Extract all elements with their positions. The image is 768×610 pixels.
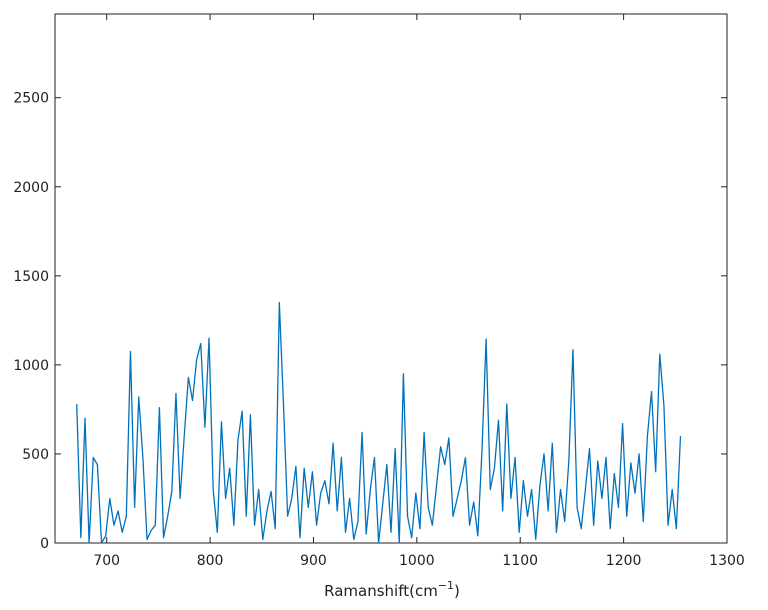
x-tick-label: 800 — [197, 553, 224, 569]
y-tick-label: 2500 — [13, 91, 49, 107]
x-tick-label: 1200 — [606, 553, 642, 569]
data-line — [76, 301, 682, 544]
x-tick-label: 1100 — [502, 553, 538, 569]
x-axis-label: Ramanshift(cm−1) — [324, 579, 460, 600]
x-tick-label: 900 — [300, 553, 327, 569]
x-label-text: Ramanshift(cm — [324, 582, 438, 600]
x-label-sup: −1 — [438, 579, 454, 592]
y-tick-label: 1500 — [13, 269, 49, 285]
x-tick-label: 1300 — [709, 553, 745, 569]
y-tick-label: 2000 — [13, 180, 49, 196]
x-tick-label: 1000 — [399, 553, 435, 569]
y-tick-label: 1000 — [13, 358, 49, 374]
x-tick-label: 700 — [93, 553, 120, 569]
x-label-suffix: ) — [454, 582, 460, 600]
y-tick-label: 500 — [22, 447, 49, 463]
plot-frame — [54, 13, 728, 544]
y-tick-label: 0 — [40, 536, 49, 552]
